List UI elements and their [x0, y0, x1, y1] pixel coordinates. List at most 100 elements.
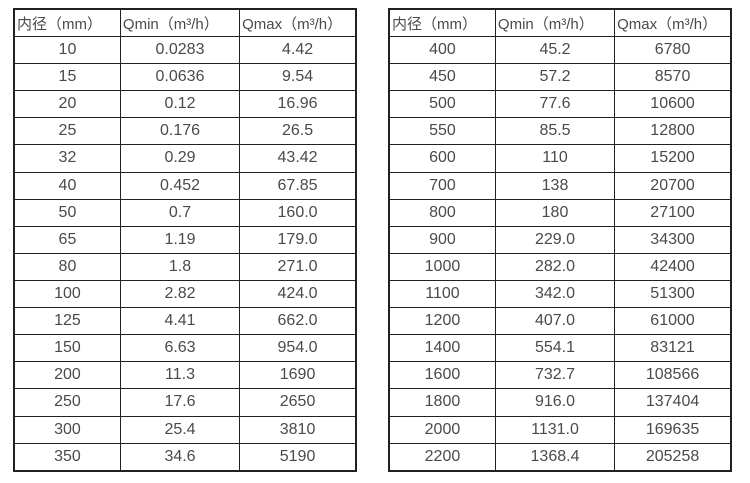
diameter-cell: 400: [388, 35, 496, 65]
table-row: 1400 554.1 83121: [388, 334, 732, 363]
diameter-cell: 80: [13, 252, 121, 281]
qmax-cell: 6780: [614, 35, 732, 65]
diameter-cell: 450: [388, 63, 496, 92]
table-row: 100 2.82 424.0: [13, 279, 357, 309]
table-row: 50 0.7 160.0: [13, 198, 357, 227]
diameter-cell: 300: [13, 415, 121, 444]
qmax-cell: 179.0: [239, 225, 357, 254]
column-header-qmin: Qmin（m³/h）: [494, 8, 616, 37]
qmin-cell: 0.12: [119, 90, 241, 119]
table-row: 450 57.2 8570: [388, 63, 732, 92]
qmax-cell: 3810: [239, 415, 357, 444]
diameter-cell: 1600: [388, 361, 496, 390]
column-header-diameter: 内径（mm）: [388, 8, 496, 37]
table-row: 800 180 27100: [388, 198, 732, 227]
diameter-cell: 700: [388, 171, 496, 200]
flow-range-table-large-diameters: 内径（mm） Qmin（m³/h） Qmax（m³/h） 400 45.2 6780 450…: [388, 8, 732, 472]
header-row: 内径（mm） Qmin（m³/h） Qmax（m³/h）: [388, 8, 732, 37]
qmax-cell: 662.0: [239, 307, 357, 336]
table-row: 900 229.0 34300: [388, 225, 732, 254]
qmax-cell: 34300: [614, 225, 732, 254]
table-row: 40 0.452 67.85: [13, 171, 357, 200]
qmax-cell: 43.42: [239, 144, 357, 173]
diameter-cell: 900: [388, 225, 496, 254]
table-row: 550 85.5 12800: [388, 117, 732, 146]
qmin-cell: 34.6: [119, 442, 241, 472]
diameter-cell: 2200: [388, 442, 496, 472]
table-row: 32 0.29 43.42: [13, 144, 357, 173]
qmin-cell: 0.452: [119, 171, 241, 200]
table-row: 500 77.6 10600: [388, 90, 732, 119]
diameter-cell: 550: [388, 117, 496, 146]
qmin-cell: 0.0636: [119, 63, 241, 92]
qmax-cell: 61000: [614, 307, 732, 336]
qmax-cell: 15200: [614, 144, 732, 173]
qmin-cell: 0.0283: [119, 35, 241, 65]
qmin-cell: 1368.4: [494, 442, 616, 472]
qmax-cell: 8570: [614, 63, 732, 92]
diameter-cell: 100: [13, 279, 121, 309]
table-row: 150 6.63 954.0: [13, 334, 357, 363]
qmin-cell: 282.0: [494, 252, 616, 281]
diameter-cell: 40: [13, 171, 121, 200]
qmin-cell: 0.29: [119, 144, 241, 173]
diameter-cell: 20: [13, 90, 121, 119]
diameter-cell: 15: [13, 63, 121, 92]
qmax-cell: 137404: [614, 388, 732, 417]
qmax-cell: 67.85: [239, 171, 357, 200]
column-header-diameter: 内径（mm）: [13, 8, 121, 37]
qmax-cell: 16.96: [239, 90, 357, 119]
qmin-cell: 407.0: [494, 307, 616, 336]
qmin-cell: 6.63: [119, 334, 241, 363]
qmin-cell: 85.5: [494, 117, 616, 146]
qmax-cell: 108566: [614, 361, 732, 390]
qmax-cell: 1690: [239, 361, 357, 390]
diameter-cell: 1800: [388, 388, 496, 417]
qmin-cell: 77.6: [494, 90, 616, 119]
qmax-cell: 10600: [614, 90, 732, 119]
qmin-cell: 916.0: [494, 388, 616, 417]
table-row: 200 11.3 1690: [13, 361, 357, 390]
diameter-cell: 10: [13, 35, 121, 65]
table-row: 1200 407.0 61000: [388, 307, 732, 336]
qmax-cell: 83121: [614, 334, 732, 363]
table-row: 65 1.19 179.0: [13, 225, 357, 254]
column-header-qmax: Qmax（m³/h）: [239, 8, 357, 37]
qmax-cell: 424.0: [239, 279, 357, 309]
diameter-cell: 350: [13, 442, 121, 472]
qmin-cell: 138: [494, 171, 616, 200]
qmin-cell: 342.0: [494, 279, 616, 309]
diameter-cell: 2000: [388, 415, 496, 444]
table-row: 20 0.12 16.96: [13, 90, 357, 119]
qmin-cell: 25.4: [119, 415, 241, 444]
header-row: 内径（mm） Qmin（m³/h） Qmax（m³/h）: [13, 8, 357, 37]
qmax-cell: 27100: [614, 198, 732, 227]
qmin-cell: 554.1: [494, 334, 616, 363]
qmin-cell: 0.7: [119, 198, 241, 227]
diameter-cell: 50: [13, 198, 121, 227]
table-row: 1100 342.0 51300: [388, 279, 732, 309]
diameter-cell: 125: [13, 307, 121, 336]
qmax-cell: 12800: [614, 117, 732, 146]
qmax-cell: 2650: [239, 388, 357, 417]
table-row: 25 0.176 26.5: [13, 117, 357, 146]
diameter-cell: 250: [13, 388, 121, 417]
table-row: 125 4.41 662.0: [13, 307, 357, 336]
table-row: 2200 1368.4 205258: [388, 442, 732, 472]
qmin-cell: 11.3: [119, 361, 241, 390]
qmin-cell: 229.0: [494, 225, 616, 254]
diameter-cell: 65: [13, 225, 121, 254]
qmax-cell: 26.5: [239, 117, 357, 146]
diameter-cell: 150: [13, 334, 121, 363]
diameter-cell: 1100: [388, 279, 496, 309]
table-row: 2000 1131.0 169635: [388, 415, 732, 444]
diameter-cell: 200: [13, 361, 121, 390]
qmin-cell: 180: [494, 198, 616, 227]
table-row: 250 17.6 2650: [13, 388, 357, 417]
qmax-cell: 5190: [239, 442, 357, 472]
table-row: 400 45.2 6780: [388, 35, 732, 65]
qmin-cell: 4.41: [119, 307, 241, 336]
qmax-cell: 169635: [614, 415, 732, 444]
qmax-cell: 160.0: [239, 198, 357, 227]
